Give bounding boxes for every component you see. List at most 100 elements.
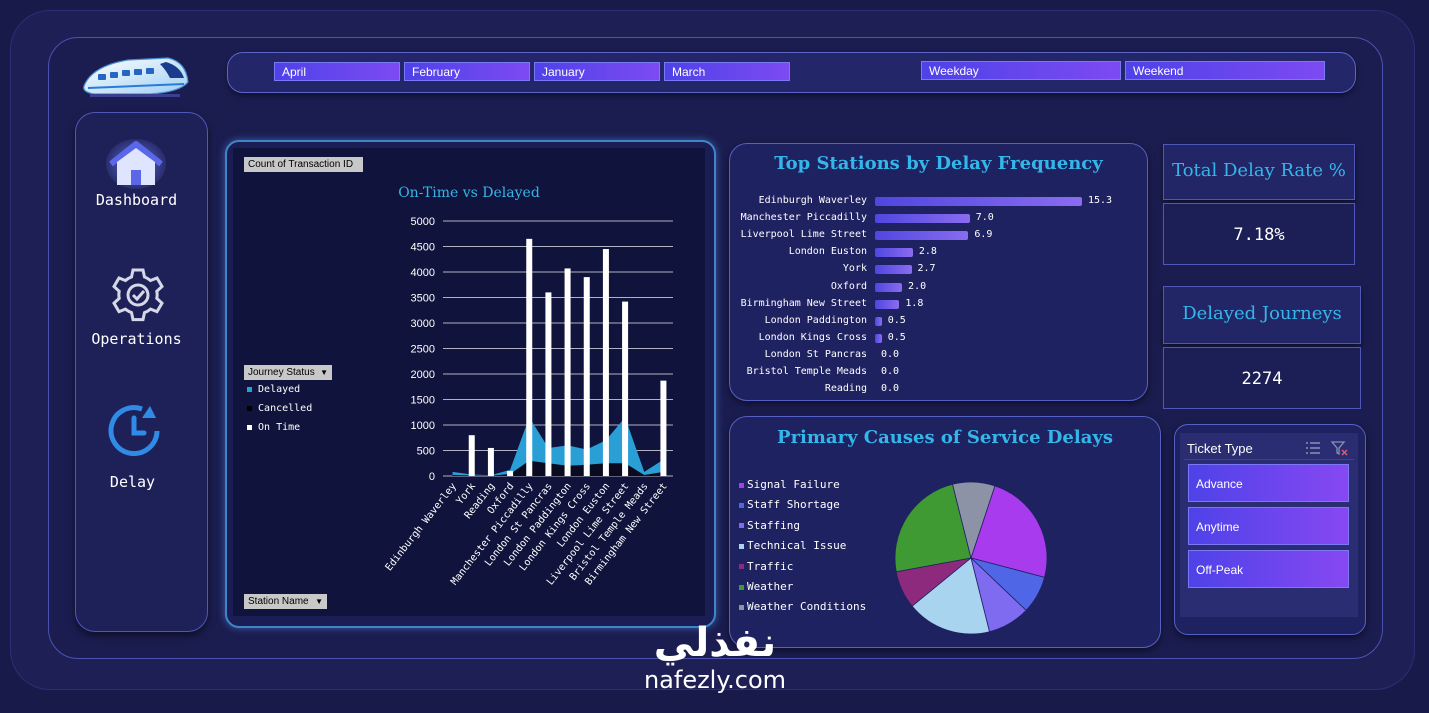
legend-item-cancelled: Cancelled bbox=[247, 403, 312, 414]
on-time-bar bbox=[622, 301, 629, 476]
delay-causes-legend: Signal Failure Staff Shortage Staffing Tech… bbox=[729, 478, 899, 618]
y-tick-label: 4500 bbox=[411, 242, 435, 254]
nav-dashboard[interactable]: Dashboard bbox=[95, 191, 178, 209]
legend-swatch bbox=[247, 406, 252, 411]
y-tick-label: 4000 bbox=[411, 267, 435, 279]
legend-swatch bbox=[247, 387, 252, 392]
axis-filter-button[interactable]: Station Name ▼ bbox=[244, 594, 327, 609]
y-tick-label: 5000 bbox=[411, 216, 435, 228]
station-label: London Kings Cross bbox=[758, 331, 867, 343]
train-logo bbox=[83, 57, 189, 97]
multi-select-icon[interactable] bbox=[1305, 441, 1321, 455]
on-time-bar bbox=[526, 238, 533, 476]
cause-legend-label: Traffic bbox=[747, 559, 794, 573]
station-label: Manchester Piccadilly bbox=[740, 212, 867, 224]
cause-legend-item: Weather Conditions bbox=[739, 600, 866, 613]
y-tick-label: 3500 bbox=[411, 293, 435, 305]
ticket-type-header: Ticket Type bbox=[1187, 441, 1253, 456]
cause-legend-item: Staff Shortage bbox=[739, 498, 840, 511]
axis-filter-label: Station Name bbox=[248, 596, 309, 607]
delay-causes-title: Primary Causes of Service Delays bbox=[777, 427, 1113, 448]
station-value-label: 0.0 bbox=[881, 366, 900, 377]
on-time-bar bbox=[545, 292, 552, 476]
on-time-bar bbox=[507, 470, 514, 476]
legend-swatch bbox=[247, 425, 252, 430]
side-navigation bbox=[75, 112, 208, 632]
cause-legend-label: Staff Shortage bbox=[747, 498, 840, 512]
station-label: London St Pancras bbox=[764, 348, 867, 360]
month-slicer-april[interactable]: April bbox=[274, 62, 400, 81]
nav-operations[interactable]: Operations bbox=[91, 330, 182, 348]
legend-swatch bbox=[739, 543, 744, 549]
station-bar bbox=[875, 333, 882, 343]
station-label: Birmingham New Street bbox=[740, 297, 867, 309]
field-button-count[interactable]: Count of Transaction ID bbox=[244, 157, 363, 172]
cancelled-area bbox=[452, 460, 664, 476]
y-tick-label: 3000 bbox=[411, 318, 435, 330]
station-value-label: 1.8 bbox=[905, 297, 924, 309]
ticket-option-off-peak[interactable]: Off-Peak bbox=[1188, 550, 1349, 588]
station-bar bbox=[875, 265, 912, 275]
top-stations-title: Top Stations by Delay Frequency bbox=[774, 153, 1103, 174]
dropdown-arrow-icon: ▼ bbox=[320, 368, 328, 377]
station-bar bbox=[875, 197, 1082, 206]
x-tick-label: Edinburgh Waverley bbox=[384, 481, 459, 573]
delay-causes-pie-chart bbox=[894, 481, 1048, 635]
station-label: Bristol Temple Meads bbox=[746, 366, 867, 377]
y-tick-label: 1000 bbox=[411, 420, 435, 432]
watermark-arabic-text: نفذلي bbox=[653, 620, 777, 666]
top-stations-panel: Top Stations by Delay Frequency bbox=[729, 143, 1148, 401]
cause-legend-item: Technical Issue bbox=[739, 539, 846, 552]
station-bar bbox=[875, 248, 913, 258]
cause-legend-label: Signal Failure bbox=[747, 478, 840, 491]
legend-swatch bbox=[739, 482, 744, 488]
month-slicer-february[interactable]: February bbox=[404, 62, 530, 81]
ticket-option-advance[interactable]: Advance bbox=[1188, 464, 1349, 502]
watermark-domain-text: nafezly.com bbox=[643, 666, 787, 694]
legend-swatch bbox=[739, 564, 744, 570]
on-time-bar bbox=[487, 447, 494, 476]
month-slicer-march[interactable]: March bbox=[664, 62, 790, 81]
top-stations-chart: Edinburgh Waverley 15.3 Manchester Piccadi… bbox=[731, 195, 1141, 405]
cause-legend-item: Staffing bbox=[739, 519, 800, 532]
gear-icon[interactable] bbox=[109, 266, 167, 324]
station-label: Reading bbox=[824, 383, 867, 395]
pie-slice bbox=[970, 485, 1048, 578]
clock-refresh-icon[interactable] bbox=[104, 400, 166, 462]
on-time-bar bbox=[602, 249, 609, 476]
station-value-label: 6.9 bbox=[974, 229, 993, 241]
cause-legend-item: Signal Failure bbox=[739, 478, 840, 491]
cause-legend-label: Weather bbox=[747, 580, 794, 593]
month-slicer-january[interactable]: January bbox=[534, 62, 660, 81]
nav-delay[interactable]: Delay bbox=[109, 473, 156, 491]
cause-legend-label: Weather Conditions bbox=[747, 600, 867, 614]
daytype-slicer-weekend[interactable]: Weekend bbox=[1125, 61, 1325, 80]
ticket-option-anytime[interactable]: Anytime bbox=[1188, 507, 1349, 545]
chart-title: On-Time vs Delayed bbox=[398, 185, 540, 201]
y-tick-label: 2500 bbox=[411, 344, 435, 356]
cause-legend-item: Traffic bbox=[739, 560, 793, 573]
station-label: Liverpool Lime Street bbox=[740, 229, 867, 241]
station-label: London Euston bbox=[788, 246, 867, 258]
station-label: London Paddington bbox=[764, 314, 867, 326]
legend-filter-label: Journey Status bbox=[248, 367, 315, 378]
station-label: Edinburgh Waverley bbox=[758, 195, 867, 206]
clear-filter-icon[interactable] bbox=[1331, 441, 1349, 456]
delayed-journeys-value: 2274 bbox=[1163, 347, 1361, 409]
y-tick-label: 2000 bbox=[411, 369, 435, 381]
legend-label: Cancelled bbox=[258, 403, 313, 414]
legend-label: On Time bbox=[258, 422, 301, 433]
legend-swatch bbox=[739, 523, 744, 529]
on-time-bar bbox=[660, 380, 667, 476]
total-delay-rate-title: Total Delay Rate % bbox=[1163, 144, 1355, 200]
daytype-slicer-weekday[interactable]: Weekday bbox=[921, 61, 1121, 80]
watermark: نفذلي nafezly.com bbox=[630, 620, 800, 710]
home-icon[interactable] bbox=[105, 138, 167, 190]
y-tick-label: 0 bbox=[429, 471, 435, 483]
delayed-journeys-title: Delayed Journeys bbox=[1163, 286, 1361, 344]
cause-legend-item: Weather bbox=[739, 580, 793, 593]
station-bar bbox=[875, 299, 900, 309]
station-value-label: 7.0 bbox=[975, 212, 994, 224]
legend-filter-button[interactable]: Journey Status ▼ bbox=[244, 365, 332, 380]
station-value-label: 0.0 bbox=[881, 383, 900, 395]
